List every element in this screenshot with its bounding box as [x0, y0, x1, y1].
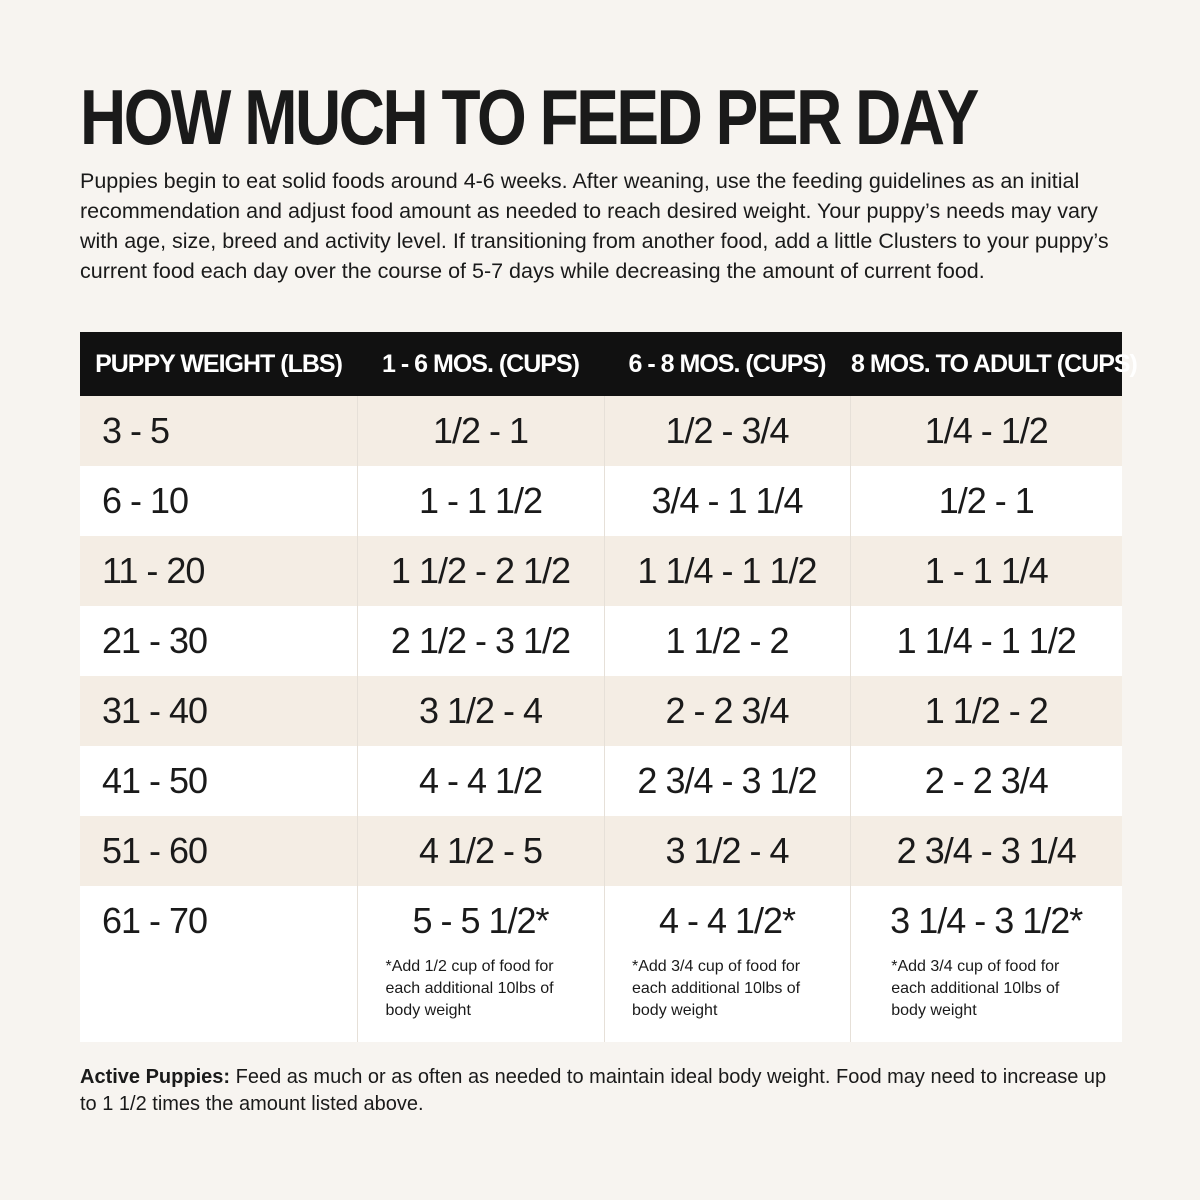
amount-cell: 1 1/4 - 1 1/2 [849, 606, 1122, 676]
amount-cell: 3 1/2 - 4 [356, 676, 604, 746]
weight-cell: 21 - 30 [80, 606, 357, 676]
table-body: 3 - 5 1/2 - 1 1/2 - 3/4 1/4 - 1/2 6 - 10 1 - … [80, 396, 1122, 1042]
amount-cell: 1 1/4 - 1 1/2 [603, 536, 850, 606]
cell-text: 1/2 - 3/4 [665, 410, 789, 451]
amount-cell: 1 - 1 1/4 [849, 536, 1122, 606]
weight-cell: 51 - 60 [80, 816, 357, 886]
column-header: 8 MOS. TO ADULT (CUPS) [850, 332, 1138, 396]
weight-cell: 61 - 70 [80, 886, 357, 1042]
cell-text: 4 - 4 1/2* [658, 900, 796, 941]
cell-text: 4 - 4 1/2 [418, 760, 543, 801]
cell-text: 5 - 5 1/2* [412, 900, 549, 941]
amount-cell: 1/2 - 1 [849, 466, 1122, 536]
cell-text: 3 1/2 - 4 [418, 690, 543, 731]
weight-cell: 11 - 20 [80, 536, 357, 606]
amount-cell: 1/2 - 1 [356, 396, 604, 466]
weight-cell: 3 - 5 [80, 396, 357, 466]
weight-cell: 41 - 50 [80, 746, 357, 816]
amount-cell: 1 1/2 - 2 1/2 [356, 536, 604, 606]
table-row: 21 - 30 2 1/2 - 3 1/2 1 1/2 - 2 1 1/4 - 1 1… [80, 606, 1122, 676]
amount-cell: 2 3/4 - 3 1/2 [603, 746, 850, 816]
amount-cell: 3 1/4 - 3 1/2* *Add 3/4 cup of food for e… [849, 886, 1122, 1042]
amount-cell: 1/2 - 3/4 [603, 396, 850, 466]
table-row: 11 - 20 1 1/2 - 2 1/2 1 1/4 - 1 1/2 1 - 1 1… [80, 536, 1122, 606]
column-header: 6 - 8 MOS. (CUPS) [604, 332, 850, 396]
header-row: PUPPY WEIGHT (LBS) 1 - 6 MOS. (CUPS) 6 - 8… [80, 332, 1138, 396]
amount-cell: 3/4 - 1 1/4 [603, 466, 850, 536]
table-row: 3 - 5 1/2 - 1 1/2 - 3/4 1/4 - 1/2 [80, 396, 1122, 466]
table-row: 61 - 70 5 - 5 1/2* *Add 1/2 cup of food fo… [80, 886, 1122, 1042]
cell-text: 1 - 1 1/2 [418, 480, 543, 521]
amount-cell: 2 3/4 - 3 1/4 [849, 816, 1122, 886]
cell-text: 3 1/4 - 3 1/2* [890, 900, 1083, 941]
cell-text: 41 - 50 [102, 760, 208, 801]
cell-text: 2 1/2 - 3 1/2 [390, 620, 571, 661]
footer: Active Puppies: Feed as much or as often… [80, 1064, 1110, 1118]
cell-text: 1 1/4 - 1 1/2 [896, 620, 1077, 661]
amount-cell: 1 1/2 - 2 [603, 606, 850, 676]
cell-text: 3 1/2 - 4 [665, 830, 789, 871]
amount-cell: 1/4 - 1/2 [849, 396, 1122, 466]
cell-text: 1/2 - 1 [432, 410, 529, 451]
intro: Puppies begin to eat solid foods around … [80, 169, 1109, 283]
cell-text: 11 - 20 [102, 550, 205, 591]
footnote: *Add 3/4 cup of food for each additional… [891, 958, 1060, 1019]
cell-text: 61 - 70 [102, 900, 208, 941]
weight-cell: 31 - 40 [80, 676, 357, 746]
cell-text: 51 - 60 [102, 830, 208, 871]
cell-text: 1 1/2 - 2 1/2 [390, 550, 571, 591]
cell-text: 31 - 40 [102, 690, 208, 731]
footnote: *Add 3/4 cup of food for each additional… [632, 958, 801, 1019]
cell-text: 3 - 5 [102, 410, 170, 451]
table-row: 41 - 50 4 - 4 1/2 2 3/4 - 3 1/2 2 - 2 3/4 [80, 746, 1122, 816]
amount-cell: 2 - 2 3/4 [603, 676, 850, 746]
title: HOW MUCH TO FEED PER DAY [80, 73, 979, 161]
cell-text: 2 - 2 3/4 [924, 760, 1049, 801]
cell-text: 21 - 30 [102, 620, 208, 661]
cell-text: 2 3/4 - 3 1/2 [637, 760, 817, 801]
cell-text: 1 1/2 - 2 [665, 620, 789, 661]
cell-text: 4 1/2 - 5 [418, 830, 543, 871]
footer-text: Feed as much or as often as needed to ma… [80, 1066, 1107, 1115]
cell-text: 3/4 - 1 1/4 [651, 480, 803, 521]
amount-cell: 2 - 2 3/4 [849, 746, 1122, 816]
amount-cell: 2 1/2 - 3 1/2 [356, 606, 604, 676]
amount-cell: 5 - 5 1/2* *Add 1/2 cup of food for each … [356, 886, 604, 1042]
feeding-table: PUPPY WEIGHT (LBS) 1 - 6 MOS. (CUPS) 6 - 8… [80, 332, 1138, 1042]
cell-text: 1 - 1 1/4 [924, 550, 1049, 591]
column-header: 1 - 6 MOS. (CUPS) [357, 332, 604, 396]
cell-text: 1 1/4 - 1 1/2 [637, 550, 817, 591]
weight-cell: 6 - 10 [80, 466, 357, 536]
amount-cell: 3 1/2 - 4 [603, 816, 850, 886]
footer-label: Active Puppies: [80, 1066, 231, 1088]
amount-cell: 4 - 4 1/2* *Add 3/4 cup of food for each … [603, 886, 850, 1042]
amount-cell: 1 1/2 - 2 [849, 676, 1122, 746]
cell-text: 6 - 10 [102, 480, 189, 521]
cell-text: 1 1/2 - 2 [924, 690, 1049, 731]
amount-cell: 4 1/2 - 5 [356, 816, 604, 886]
column-header: PUPPY WEIGHT (LBS) [80, 332, 357, 396]
table-row: 6 - 10 1 - 1 1/2 3/4 - 1 1/4 1/2 - 1 [80, 466, 1122, 536]
amount-cell: 4 - 4 1/2 [356, 746, 604, 816]
amount-cell: 1 - 1 1/2 [356, 466, 604, 536]
footnote: *Add 1/2 cup of food for each additional… [385, 958, 554, 1019]
cell-text: 1/2 - 1 [938, 480, 1035, 521]
cell-text: 2 - 2 3/4 [665, 690, 789, 731]
table-row: 51 - 60 4 1/2 - 5 3 1/2 - 4 2 3/4 - 3 1/4 [80, 816, 1122, 886]
cell-text: 1/4 - 1/2 [924, 410, 1049, 451]
cell-text: 2 3/4 - 3 1/4 [896, 830, 1077, 871]
table-row: 31 - 40 3 1/2 - 4 2 - 2 3/4 1 1/2 - 2 [80, 676, 1122, 746]
